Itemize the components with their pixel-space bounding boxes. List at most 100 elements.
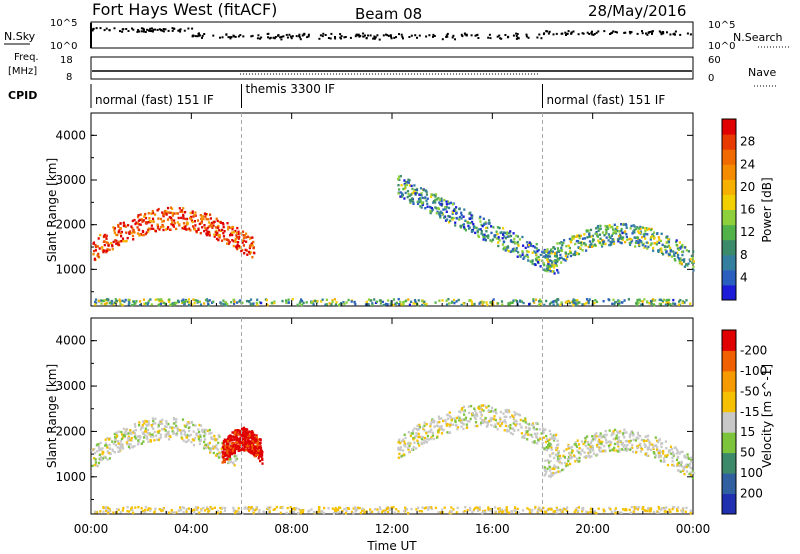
range-gate-cell xyxy=(550,301,553,304)
range-gate-cell xyxy=(194,424,197,427)
range-gate-cell xyxy=(672,464,675,467)
noise-sample xyxy=(487,36,490,39)
range-gate-cell xyxy=(94,461,98,464)
range-gate-cell xyxy=(126,442,129,446)
x-tick-label: 12:00 xyxy=(375,522,410,536)
range-gate-cell xyxy=(238,300,241,303)
range-gate-cell xyxy=(445,206,448,209)
range-gate-cell xyxy=(662,457,666,460)
range-gate-cell xyxy=(507,425,510,428)
range-gate-cell xyxy=(523,436,526,440)
noise-sample xyxy=(629,32,632,35)
range-gate-cell xyxy=(403,444,406,447)
noise-sample xyxy=(516,33,519,35)
range-gate-cell xyxy=(485,301,488,304)
range-gate-cell xyxy=(275,505,278,509)
range-gate-cell xyxy=(138,424,141,427)
range-gate-cell xyxy=(187,438,190,442)
noise-sample xyxy=(359,34,362,37)
range-gate-cell xyxy=(145,430,148,433)
range-gate-cell xyxy=(198,423,201,427)
noise-data xyxy=(90,23,692,48)
range-gate-cell xyxy=(166,206,170,210)
range-gate-cell xyxy=(578,443,581,446)
range-gate-cell xyxy=(676,508,679,511)
range-gate-cell xyxy=(130,432,133,435)
range-gate-cell xyxy=(576,449,579,452)
range-gate-cell xyxy=(134,425,137,428)
colorbar-tick-label: 100 xyxy=(740,466,763,480)
range-gate-cell xyxy=(95,511,98,514)
range-gate-cell xyxy=(210,447,214,450)
range-gate-cell xyxy=(214,233,217,236)
range-gate-cell xyxy=(438,213,441,216)
range-gate-cell xyxy=(147,221,150,224)
range-gate-cell xyxy=(685,456,688,459)
range-gate-cell xyxy=(585,510,588,513)
range-gate-cell xyxy=(403,440,406,443)
range-gate-cell xyxy=(585,455,588,458)
range-gate-cell xyxy=(572,303,575,307)
range-gate-cell xyxy=(237,445,240,448)
range-gate-cell xyxy=(445,200,448,203)
range-gate-cell xyxy=(545,434,548,438)
range-gate-cell xyxy=(565,462,569,466)
range-gate-cell xyxy=(546,270,549,273)
range-gate-cell xyxy=(587,229,590,232)
range-gate-cell xyxy=(170,303,173,306)
range-gate-cell xyxy=(213,233,216,236)
range-gate-cell xyxy=(256,453,259,456)
range-gate-cell xyxy=(432,419,435,422)
range-gate-cell xyxy=(553,266,556,269)
cpid-label: CPID xyxy=(8,89,37,102)
range-gate-cell xyxy=(193,220,196,223)
range-gate-cell xyxy=(236,226,239,230)
range-gate-cell xyxy=(518,238,521,241)
range-gate-cell xyxy=(555,448,558,452)
range-gate-cell xyxy=(588,235,591,238)
range-gate-cell xyxy=(666,463,670,467)
range-gate-cell xyxy=(665,455,668,458)
range-gate-cell xyxy=(493,415,496,418)
range-gate-cell xyxy=(157,424,160,427)
range-gate-cell xyxy=(101,452,104,456)
range-gate-cell xyxy=(620,301,623,304)
range-gate-cell xyxy=(668,304,671,307)
range-gate-cell xyxy=(97,443,100,446)
range-gate-cell xyxy=(667,240,671,244)
range-gate-cell xyxy=(333,298,336,301)
noise-sample xyxy=(610,32,613,35)
range-gate-cell xyxy=(184,425,187,428)
range-gate-cell xyxy=(460,408,463,411)
range-gate-cell xyxy=(137,443,140,446)
range-gate-cell xyxy=(201,215,204,218)
range-gate-cell xyxy=(598,227,601,231)
range-gate-cell xyxy=(550,252,553,255)
range-gate-cell xyxy=(610,510,613,514)
range-gate-cell xyxy=(576,252,579,255)
range-gate-cell xyxy=(444,206,447,209)
range-gate-cell xyxy=(668,508,671,511)
range-gate-cell xyxy=(251,244,254,247)
range-gate-cell xyxy=(116,508,119,511)
range-gate-cell xyxy=(392,303,395,307)
range-gate-cell xyxy=(252,511,255,515)
range-gate-cell xyxy=(243,445,247,449)
range-gate-cell xyxy=(107,506,110,509)
range-gate-cell xyxy=(595,300,599,304)
noise-sample xyxy=(266,33,269,35)
range-gate-cell xyxy=(232,445,235,448)
range-gate-cell xyxy=(445,203,448,206)
range-gate-cell xyxy=(189,433,192,437)
range-gate-cell xyxy=(197,437,200,441)
range-gate-cell xyxy=(205,428,208,432)
range-gate-cell xyxy=(457,415,460,418)
colorbar-swatch xyxy=(722,134,736,150)
noise-sample xyxy=(154,28,157,31)
noise-sample xyxy=(432,33,435,36)
range-gate-cell xyxy=(617,436,621,439)
range-gate-cell xyxy=(127,298,130,302)
range-gate-cell xyxy=(444,419,447,422)
range-gate-cell xyxy=(338,506,341,509)
range-gate-cell xyxy=(182,506,185,510)
